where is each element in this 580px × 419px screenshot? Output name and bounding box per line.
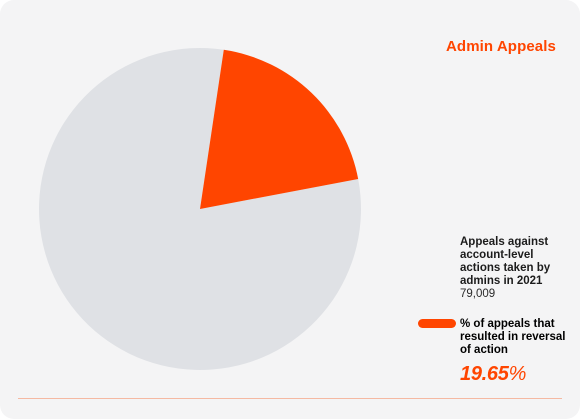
chart-title: Admin Appeals	[446, 38, 556, 55]
legend-reversal-label: % of appeals that resulted in reversal o…	[460, 318, 566, 356]
reversal-percent-unit: %	[508, 363, 527, 385]
bottom-divider	[18, 398, 562, 399]
legend-reversal: % of appeals that resulted in reversal o…	[460, 318, 572, 386]
legend-total-value: 79,009	[460, 288, 496, 300]
legend-total-label: Appeals against account-level actions ta…	[460, 236, 551, 287]
legend-total: Appeals against account-level actions ta…	[460, 236, 572, 301]
legend-swatch-reversal	[418, 319, 456, 328]
pie-slice-remaining	[39, 48, 362, 371]
reversal-percent-value: 19.65	[460, 363, 509, 385]
reversal-percent: 19.65%	[460, 363, 572, 386]
pie-slice-reversal	[200, 49, 359, 209]
